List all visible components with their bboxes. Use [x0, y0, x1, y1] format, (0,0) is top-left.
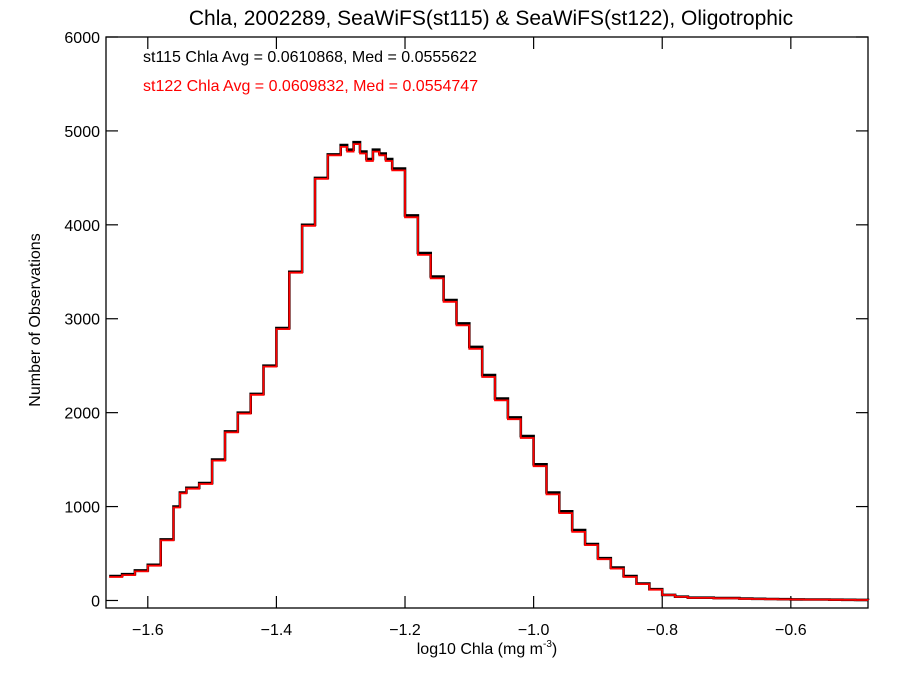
y-tick-label: 2000 — [64, 406, 100, 423]
y-axis: 0 1000 2000 3000 4000 5000 6000 — [64, 30, 868, 610]
y-tick-label: 0 — [91, 593, 100, 610]
series-layer — [109, 140, 870, 602]
y-axis-label: Number of Observations — [27, 233, 44, 406]
x-tick-label: −1.4 — [261, 622, 293, 639]
y-tick-label: 5000 — [64, 124, 100, 141]
y-tick-label: 3000 — [64, 312, 100, 329]
x-axis-label-superscript: -3 — [543, 639, 552, 650]
x-tick-label: −0.8 — [646, 622, 678, 639]
x-tick-label: −1.2 — [389, 622, 421, 639]
x-tick-label: −1.6 — [132, 622, 164, 639]
annotation-st115: st115 Chla Avg = 0.0610868, Med = 0.0555… — [143, 49, 477, 66]
series-line-1 — [109, 143, 869, 601]
x-axis-label: log10 Chla (mg m-3) — [417, 639, 558, 658]
series-line-0 — [109, 140, 870, 602]
x-tick-label: −0.6 — [775, 622, 807, 639]
x-axis: −1.6 −1.4 −1.2 −1.0 −0.8 −0.6 — [132, 37, 807, 639]
y-tick-label: 6000 — [64, 30, 100, 47]
chart-title: Chla, 2002289, SeaWiFS(st115) & SeaWiFS(… — [189, 7, 793, 30]
annotation-st122: st122 Chla Avg = 0.0609832, Med = 0.0554… — [143, 78, 478, 95]
x-axis-label-end: ) — [552, 641, 557, 658]
y-tick-label: 4000 — [64, 218, 100, 235]
y-tick-label: 1000 — [64, 500, 100, 517]
x-tick-label: −1.0 — [518, 622, 550, 639]
plot-frame — [105, 36, 869, 609]
